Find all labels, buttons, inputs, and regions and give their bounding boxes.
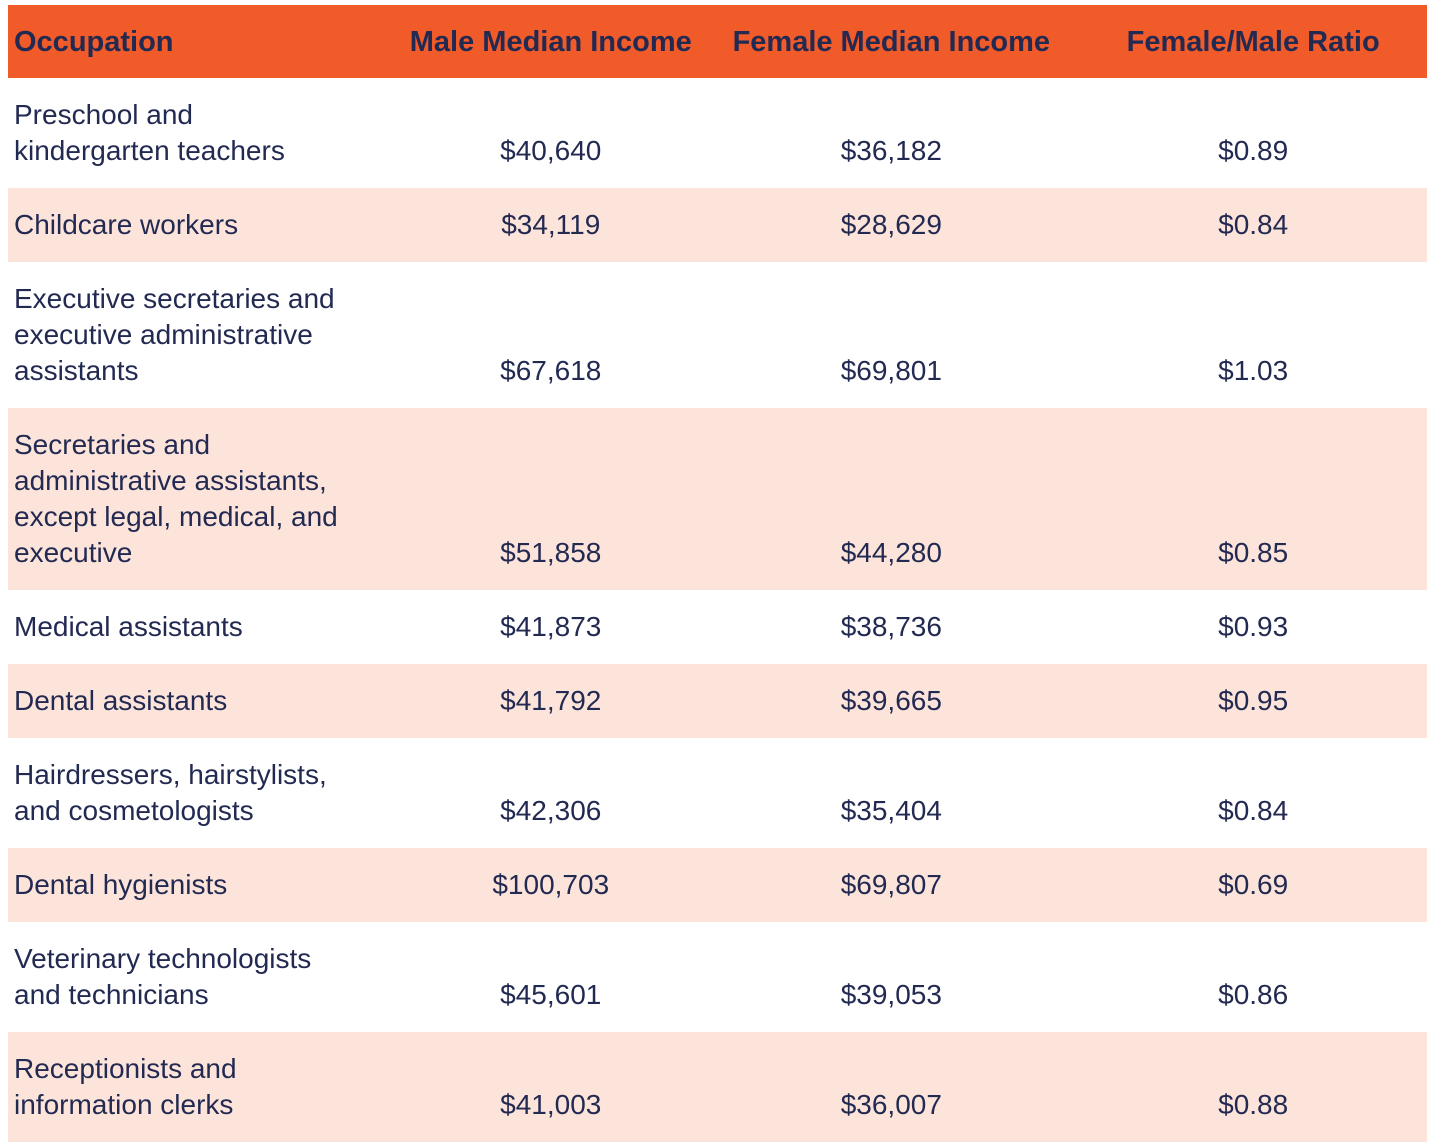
female-income-cell: $36,182 [840, 135, 942, 166]
column-header-female-median-income: Female Median Income [703, 5, 1080, 78]
ratio-cell: $0.69 [1218, 869, 1289, 900]
male-income-cell: $45,601 [500, 979, 602, 1010]
table-row: Secretaries and administrative assistant… [8, 408, 1427, 590]
occupation-cell: Medical assistants [14, 611, 243, 642]
female-income-cell: $69,807 [840, 869, 942, 900]
male-income-cell: $41,873 [500, 611, 602, 642]
table-row: Medical assistants $41,873 $38,736 $0.93 [8, 590, 1427, 664]
male-income-cell: $40,640 [500, 135, 602, 166]
occupation-cell: Dental assistants [14, 685, 228, 716]
table-row: Receptionists and information clerks $41… [8, 1032, 1427, 1142]
female-income-cell: $35,404 [840, 795, 942, 826]
table-row: Veterinary technologists and technicians… [8, 922, 1427, 1032]
table-row: Dental assistants $41,792 $39,665 $0.95 [8, 664, 1427, 738]
female-income-cell: $39,665 [840, 685, 942, 716]
ratio-cell: $0.86 [1218, 979, 1289, 1010]
ratio-cell: $0.89 [1218, 135, 1289, 166]
column-header-occupation: Occupation [8, 5, 399, 78]
header-row: Occupation Male Median Income Female Med… [8, 5, 1427, 78]
ratio-cell: $0.84 [1218, 795, 1289, 826]
ratio-cell: $0.93 [1218, 611, 1289, 642]
male-income-cell: $67,618 [500, 355, 602, 386]
occupation-cell: Childcare workers [14, 209, 239, 240]
occupation-cell: Hairdressers, hairstylists, and cosmetol… [14, 759, 327, 826]
table-row: Childcare workers $34,119 $28,629 $0.84 [8, 188, 1427, 262]
female-income-cell: $36,007 [840, 1089, 942, 1120]
male-income-cell: $51,858 [500, 537, 602, 568]
female-income-cell: $39,053 [840, 979, 942, 1010]
ratio-cell: $0.88 [1218, 1089, 1289, 1120]
male-income-cell: $34,119 [501, 209, 601, 240]
female-income-cell: $44,280 [840, 537, 942, 568]
male-income-cell: $42,306 [500, 795, 602, 826]
income-comparison-table: Occupation Male Median Income Female Med… [8, 5, 1427, 1142]
occupation-cell: Dental hygienists [14, 869, 228, 900]
occupation-cell: Executive secretaries and executive admi… [14, 283, 335, 386]
occupation-cell: Veterinary technologists and technicians [14, 943, 312, 1010]
table-row: Preschool and kindergarten teachers $40,… [8, 78, 1427, 188]
ratio-cell: $0.84 [1218, 209, 1289, 240]
occupation-cell: Preschool and kindergarten teachers [14, 99, 285, 166]
male-income-cell: $41,792 [500, 685, 602, 716]
column-header-male-median-income: Male Median Income [398, 5, 704, 78]
female-income-cell: $69,801 [840, 355, 942, 386]
ratio-cell: $1.03 [1218, 355, 1289, 386]
table-row: Dental hygienists $100,703 $69,807 $0.69 [8, 848, 1427, 922]
occupation-cell: Receptionists and information clerks [14, 1053, 237, 1120]
ratio-cell: $0.95 [1218, 685, 1289, 716]
occupation-cell: Secretaries and administrative assistant… [14, 429, 338, 568]
column-header-female-male-ratio: Female/Male Ratio [1079, 5, 1427, 78]
female-income-cell: $28,629 [840, 209, 942, 240]
table-row: Hairdressers, hairstylists, and cosmetol… [8, 738, 1427, 848]
female-income-cell: $38,736 [840, 611, 942, 642]
male-income-cell: $100,703 [492, 869, 610, 900]
male-income-cell: $41,003 [500, 1089, 602, 1120]
ratio-cell: $0.85 [1218, 537, 1289, 568]
table-row: Executive secretaries and executive admi… [8, 262, 1427, 408]
